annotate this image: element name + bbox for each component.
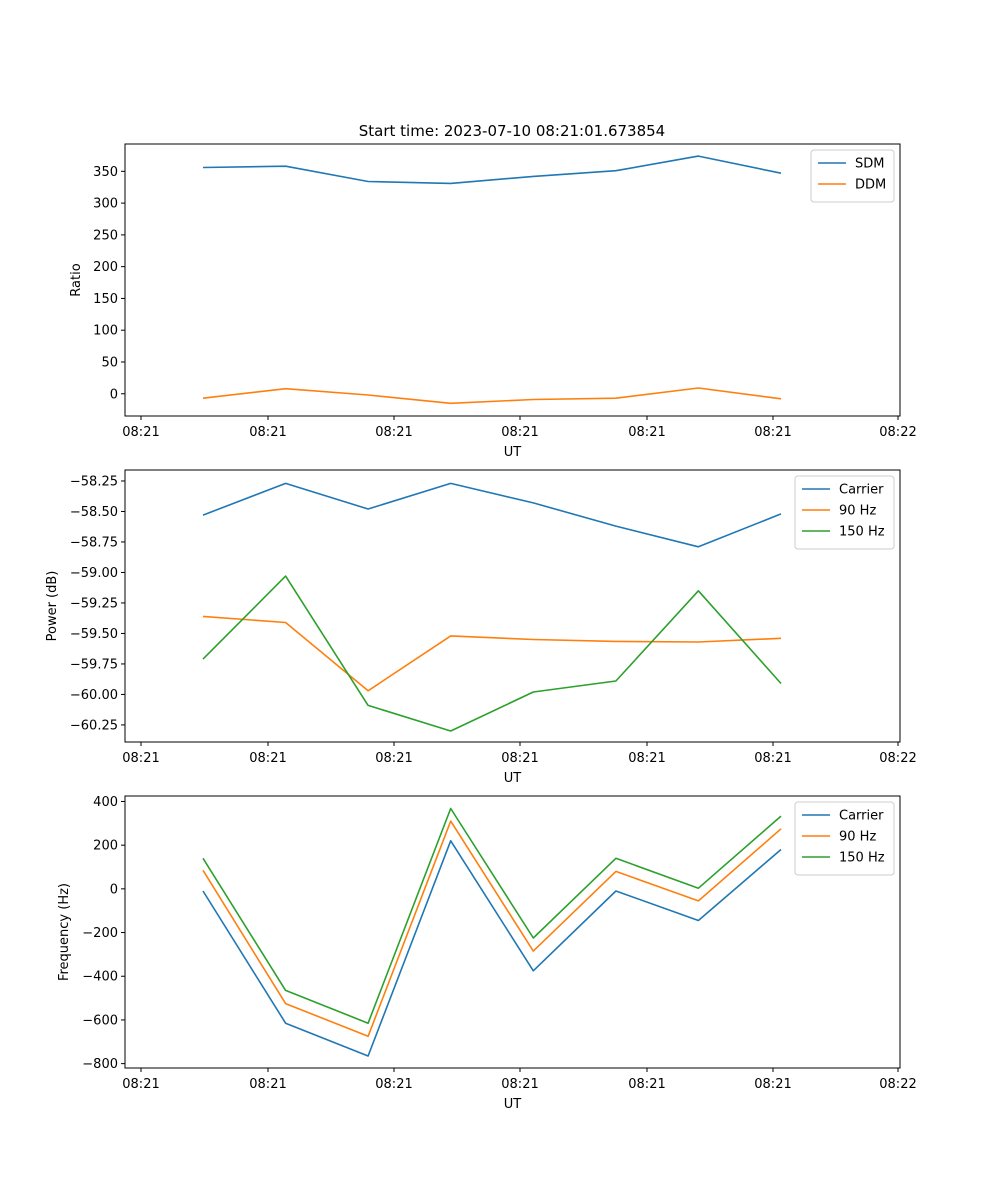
x-axis-label: UT bbox=[504, 771, 522, 786]
panel-2: −60.25 −60.00 −59.75 −59.50 −59.25 −59.00 −58.… bbox=[45, 469, 917, 786]
x-axis-label: UT bbox=[504, 1097, 522, 1112]
y-tick-label: −600 bbox=[82, 1013, 118, 1028]
x-tick-label: 08:21 bbox=[754, 751, 791, 766]
axes-frame bbox=[124, 469, 901, 743]
series-line-sdm bbox=[202, 155, 782, 185]
x-tick-label: 08:21 bbox=[628, 751, 665, 766]
x-tick-label: 08:21 bbox=[122, 425, 159, 440]
y-tick-label: 250 bbox=[93, 228, 118, 243]
y-tick-label: 150 bbox=[93, 292, 118, 307]
y-tick-label: 300 bbox=[93, 197, 118, 212]
y-tick-label: −59.00 bbox=[70, 566, 118, 581]
legend-label: 150 Hz bbox=[839, 525, 885, 540]
x-tick-label: 08:21 bbox=[122, 1077, 159, 1092]
x-tick-label: 08:22 bbox=[879, 425, 916, 440]
y-tick-label: 200 bbox=[93, 260, 118, 275]
series-line-150-hz bbox=[202, 807, 782, 1025]
y-tick-label: 0 bbox=[110, 387, 118, 402]
series-line-150-hz bbox=[202, 575, 782, 732]
panels-container: 0 50 100 150 200 250 300 350 08:21 08:21 08:21 08:2… bbox=[45, 143, 917, 1112]
panel-3: −800 −600 −400 −200 0 200 400 08:21 08:21 08:21 08… bbox=[57, 795, 917, 1112]
y-tick-label: 200 bbox=[93, 839, 118, 854]
y-tick-label: −59.75 bbox=[70, 657, 118, 672]
x-axis-label: UT bbox=[504, 445, 522, 460]
y-tick-label: 50 bbox=[101, 355, 118, 370]
y-tick-label: −58.75 bbox=[70, 535, 118, 550]
x-tick-label: 08:22 bbox=[879, 1077, 916, 1092]
y-tick-label: −58.50 bbox=[70, 505, 118, 520]
y-tick-label: 350 bbox=[93, 165, 118, 180]
x-tick-label: 08:21 bbox=[628, 1077, 665, 1092]
legend-label: DDM bbox=[855, 178, 886, 193]
y-tick-label: 0 bbox=[110, 882, 118, 897]
x-tick-label: 08:21 bbox=[375, 425, 412, 440]
x-tick-label: 08:21 bbox=[628, 425, 665, 440]
chart-title: Start time: 2023-07-10 08:21:01.673854 bbox=[359, 122, 665, 140]
y-tick-label: −59.50 bbox=[70, 627, 118, 642]
y-tick-label: −200 bbox=[82, 926, 118, 941]
legend-label: Carrier bbox=[839, 809, 884, 824]
x-tick-label: 08:21 bbox=[754, 425, 791, 440]
x-tick-label: 08:21 bbox=[249, 751, 286, 766]
axes-frame bbox=[124, 795, 901, 1069]
y-axis-label: Frequency (Hz) bbox=[57, 883, 72, 981]
x-tick-label: 08:21 bbox=[754, 1077, 791, 1092]
y-tick-label: −60.00 bbox=[70, 688, 118, 703]
series-line-ddm bbox=[202, 387, 782, 405]
legend-label: 90 Hz bbox=[839, 830, 876, 845]
y-tick-label: −58.25 bbox=[70, 474, 118, 489]
y-tick-label: 400 bbox=[93, 795, 118, 810]
series-line-carrier bbox=[202, 482, 782, 548]
x-tick-label: 08:21 bbox=[501, 425, 538, 440]
x-tick-label: 08:21 bbox=[375, 1077, 412, 1092]
series-line-carrier bbox=[202, 839, 782, 1057]
legend-label: 150 Hz bbox=[839, 851, 885, 866]
y-tick-label: −59.25 bbox=[70, 596, 118, 611]
x-tick-label: 08:21 bbox=[501, 1077, 538, 1092]
x-tick-label: 08:22 bbox=[879, 751, 916, 766]
y-tick-label: −800 bbox=[82, 1057, 118, 1072]
series-line-90-hz bbox=[202, 820, 782, 1038]
y-tick-label: 100 bbox=[93, 324, 118, 339]
y-axis-label: Ratio bbox=[69, 263, 84, 296]
series-line-90-hz bbox=[202, 615, 782, 692]
x-tick-label: 08:21 bbox=[501, 751, 538, 766]
legend-label: SDM bbox=[855, 157, 884, 172]
legend-label: 90 Hz bbox=[839, 504, 876, 519]
x-tick-label: 08:21 bbox=[249, 1077, 286, 1092]
x-tick-label: 08:21 bbox=[122, 751, 159, 766]
x-tick-label: 08:21 bbox=[375, 751, 412, 766]
y-axis-label: Power (dB) bbox=[45, 571, 60, 642]
panel-1: 0 50 100 150 200 250 300 350 08:21 08:21 08:21 08:2… bbox=[69, 143, 917, 460]
axes-frame bbox=[124, 143, 901, 417]
y-tick-label: −60.25 bbox=[70, 718, 118, 733]
x-tick-label: 08:21 bbox=[249, 425, 286, 440]
y-tick-label: −400 bbox=[82, 970, 118, 985]
legend-label: Carrier bbox=[839, 483, 884, 498]
